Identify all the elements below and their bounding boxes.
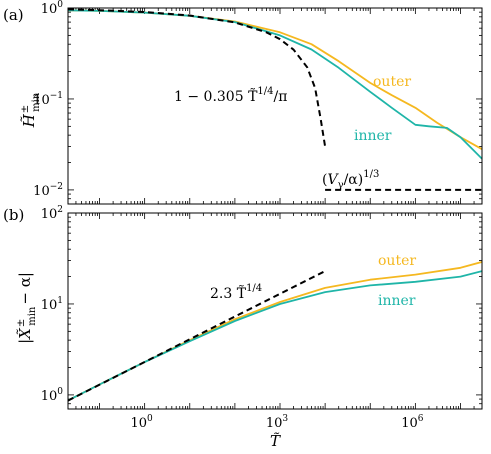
panel-b-fit-main: 2.3 T̃ [210, 284, 247, 302]
series-line-fit [68, 270, 326, 402]
y-tick-label: 102 [41, 205, 63, 222]
panel-a-ytick-labels: 100 10−1 10−2 [33, 0, 63, 199]
series-line-outer [68, 9, 482, 150]
y-tick-label: 101 [41, 296, 63, 313]
panel-a-ylabel-sub: min [31, 92, 42, 112]
panel-a-asym-mid: /α) [344, 172, 364, 188]
svg-text:H̃±min: H̃±min [20, 92, 42, 128]
panel-a-label: (a) [3, 6, 24, 24]
y-tick-label: 100 [41, 0, 64, 17]
panel-a-fit-annotation: 1 − 0.305 T̃1/4/π [174, 86, 287, 105]
panel-a-ylabel-main: H̃ [20, 113, 38, 128]
series-line-outer [68, 261, 482, 402]
panel-b-ylabel-sup: ± [16, 319, 27, 327]
x-tick-label: 106 [401, 414, 424, 431]
x-tick-label: 100 [131, 414, 154, 431]
panel-b-label: (b) [3, 206, 24, 224]
panel-a-asym-v: V [327, 172, 339, 188]
panel-b-frame [67, 212, 483, 410]
panel-a-fit-exp: 1/4 [257, 86, 273, 97]
panel-a-ylabel: H̃±min [20, 92, 42, 128]
panel-b-ylabel: |X̃±min− α| [16, 272, 38, 344]
y-tick-label: 10−1 [33, 91, 63, 108]
panel-a-inner-label: inner [354, 128, 392, 144]
panel-b-series [68, 261, 482, 402]
y-tick-label: 10−2 [33, 182, 63, 199]
panel-b-ytick-labels: 102 101 100 [41, 205, 64, 404]
panel-a-asym-exp: 1/3 [363, 169, 379, 180]
panel-b-ylabel-pre: |X̃ [16, 327, 34, 344]
y-tick-label: 100 [41, 387, 64, 404]
panel-a-outer-label: outer [373, 74, 411, 90]
series-line-inner [68, 9, 482, 160]
panel-b: (b) |X̃±min− α| 102 101 100 100 103 106 2.3 … [3, 205, 483, 450]
panel-b-xtick-labels: 100 103 106 [131, 414, 424, 431]
panel-a-series [68, 8, 482, 191]
series-line-inner [68, 270, 482, 402]
panel-a-frame [67, 7, 483, 205]
panel-b-fit-exp: 1/4 [246, 283, 262, 294]
panel-a: (a) H̃±min 100 10−1 10−2 1 − 0.305 T̃1/4/π… [3, 0, 483, 205]
panel-a-asym-open: ( [322, 172, 327, 188]
series-line-fit [68, 8, 327, 147]
panel-a-asymptote-annotation: (Vγ/α)1/3 [322, 169, 379, 191]
panel-a-fit-main: 1 − 0.305 T̃ [174, 87, 258, 105]
panel-b-ylabel-sub: min [27, 306, 38, 326]
x-tick-label: 103 [266, 414, 289, 431]
panel-b-ticks [67, 212, 483, 410]
panel-a-asym-sub: γ [338, 180, 344, 191]
panel-b-outer-label: outer [378, 253, 416, 269]
svg-text:|X̃±min− α|: |X̃±min− α| [16, 272, 38, 344]
panel-b-ylabel-post: − α| [16, 272, 34, 305]
panel-a-fit-tail: /π [274, 89, 288, 105]
panel-b-fit-annotation: 2.3 T̃1/4 [210, 283, 262, 302]
panel-a-ylabel-sup: ± [20, 105, 31, 113]
panel-b-inner-label: inner [378, 293, 416, 309]
panel-b-xlabel: T̃ [270, 432, 281, 450]
